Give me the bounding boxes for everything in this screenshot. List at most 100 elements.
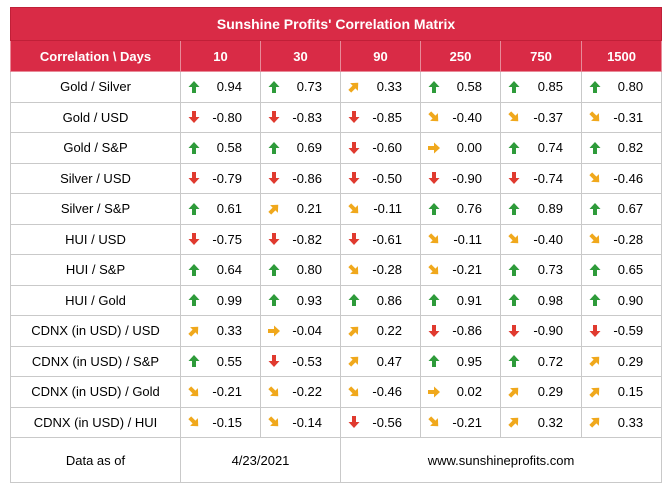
arrow-down-icon <box>261 172 287 185</box>
correlation-cell: -0.21 <box>420 254 501 286</box>
arrow-up-icon <box>341 294 367 307</box>
table-row: HUI / Gold 0.99 0.93 0.86 0.91 0.98 0.90 <box>10 284 663 316</box>
arrow-down-right-icon <box>421 264 447 276</box>
correlation-cell: 0.93 <box>260 284 341 316</box>
table-row: Gold / Silver 0.94 0.73 0.33 0.58 0.85 0.80 <box>10 71 663 103</box>
correlation-value: -0.21 <box>452 262 482 278</box>
correlation-value: -0.79 <box>212 170 242 186</box>
day-header-30: 30 <box>260 40 341 72</box>
correlation-value: 0.73 <box>296 79 322 95</box>
arrow-down-icon <box>341 141 367 154</box>
correlation-value: -0.86 <box>452 323 482 339</box>
correlation-value: 0.55 <box>216 353 242 369</box>
correlation-cell: 0.33 <box>340 71 421 103</box>
arrow-down-icon <box>341 416 367 429</box>
arrow-up-icon <box>181 263 207 276</box>
correlation-cell: -0.74 <box>500 162 582 194</box>
arrow-down-right-icon <box>261 416 287 428</box>
arrow-up-icon <box>421 294 447 307</box>
correlation-cell: 0.95 <box>420 345 501 377</box>
arrow-down-icon <box>181 172 207 185</box>
correlation-value: 0.33 <box>376 79 402 95</box>
correlation-value: -0.11 <box>453 231 482 247</box>
arrow-down-right-icon <box>181 386 207 398</box>
arrow-down-icon <box>501 324 527 337</box>
correlation-value: -0.40 <box>533 231 563 247</box>
correlation-cell: -0.56 <box>340 406 421 438</box>
arrow-up-right-icon <box>582 355 608 367</box>
correlation-cell: 0.74 <box>500 132 582 164</box>
arrow-down-right-icon <box>582 172 608 184</box>
arrow-up-icon <box>181 80 207 93</box>
correlation-value: -0.59 <box>613 323 644 339</box>
correlation-cell: 0.58 <box>420 71 501 103</box>
correlation-value: 0.91 <box>456 292 482 308</box>
correlation-cell: -0.28 <box>340 254 421 286</box>
row-label: HUI / S&P <box>10 254 181 286</box>
table-row: Silver / S&P 0.61 0.21 -0.11 0.76 0.89 0.67 <box>10 193 663 225</box>
correlation-value: 0.76 <box>456 201 482 217</box>
correlation-value: 0.95 <box>456 353 482 369</box>
correlation-cell: 0.80 <box>260 254 341 286</box>
correlation-cell: 0.58 <box>180 132 261 164</box>
correlation-value: 0.33 <box>216 323 242 339</box>
arrow-up-icon <box>421 355 447 368</box>
arrow-down-icon <box>501 172 527 185</box>
data-date: 4/23/2021 <box>180 437 341 483</box>
arrow-down-icon <box>341 172 367 185</box>
day-header-750: 750 <box>500 40 582 72</box>
correlation-cell: -0.37 <box>500 101 582 133</box>
arrow-up-icon <box>582 80 608 93</box>
row-label: Silver / S&P <box>10 193 181 225</box>
correlation-cell: 0.91 <box>420 284 501 316</box>
arrow-right-icon <box>421 142 447 154</box>
correlation-value: 0.98 <box>537 292 563 308</box>
correlation-cell: 0.02 <box>420 376 501 408</box>
arrow-up-icon <box>181 202 207 215</box>
correlation-value: -0.56 <box>372 414 402 430</box>
arrow-up-icon <box>501 80 527 93</box>
correlation-cell: -0.79 <box>180 162 261 194</box>
row-label: Gold / S&P <box>10 132 181 164</box>
correlation-value: -0.90 <box>533 323 563 339</box>
correlation-cell: 0.73 <box>260 71 341 103</box>
correlation-value: 0.89 <box>537 201 563 217</box>
correlation-cell: 0.73 <box>500 254 582 286</box>
table-row: CDNX (in USD) / Gold -0.21 -0.22 -0.46 0.02 0… <box>10 376 663 408</box>
correlation-cell: -0.82 <box>260 223 341 255</box>
correlation-value: 0.73 <box>537 262 563 278</box>
correlation-cell: 0.82 <box>580 132 663 164</box>
correlation-value: 0.21 <box>296 201 322 217</box>
row-label: Silver / USD <box>10 162 181 194</box>
correlation-value: -0.37 <box>533 109 563 125</box>
table-row: CDNX (in USD) / S&P 0.55 -0.53 0.47 0.95 0.72… <box>10 345 663 377</box>
correlation-cell: 0.69 <box>260 132 341 164</box>
correlation-cell: -0.90 <box>500 315 582 347</box>
row-label: Gold / Silver <box>10 71 181 103</box>
correlation-value: -0.46 <box>613 170 644 186</box>
correlation-value: 0.22 <box>376 323 402 339</box>
correlation-value: -0.53 <box>292 353 322 369</box>
correlation-value: -0.11 <box>373 201 402 217</box>
correlation-value: -0.83 <box>292 109 322 125</box>
correlation-cell: 0.55 <box>180 345 261 377</box>
arrow-up-right-icon <box>341 355 367 367</box>
correlation-value: -0.40 <box>452 109 482 125</box>
arrow-up-icon <box>501 141 527 154</box>
correlation-cell: 0.29 <box>580 345 663 377</box>
arrow-up-icon <box>582 141 608 154</box>
correlation-value: 0.64 <box>216 262 242 278</box>
correlation-cell: 0.67 <box>580 193 663 225</box>
correlation-value: -0.85 <box>372 109 402 125</box>
correlation-value: -0.60 <box>372 140 402 156</box>
correlation-cell: 0.99 <box>180 284 261 316</box>
arrow-up-icon <box>582 263 608 276</box>
row-label: CDNX (in USD) / HUI <box>10 406 181 438</box>
correlation-cell: 0.00 <box>420 132 501 164</box>
correlation-value: 0.33 <box>617 414 644 430</box>
arrow-down-icon <box>582 324 608 337</box>
correlation-value: 0.58 <box>216 140 242 156</box>
correlation-value: -0.80 <box>212 109 242 125</box>
correlation-cell: -0.53 <box>260 345 341 377</box>
correlation-cell: -0.60 <box>340 132 421 164</box>
